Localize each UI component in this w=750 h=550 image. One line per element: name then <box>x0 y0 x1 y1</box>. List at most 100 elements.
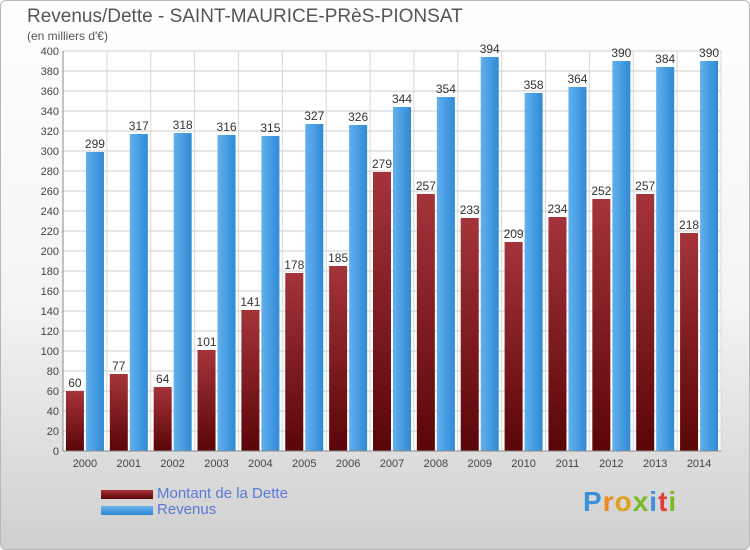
bar-revenus <box>393 107 411 451</box>
bar-dette <box>197 350 216 451</box>
x-tick-label: 2007 <box>380 458 404 470</box>
bar-dette <box>373 172 391 451</box>
data-label-revenus: 384 <box>655 52 675 66</box>
bar-revenus <box>656 67 675 451</box>
data-label-revenus: 327 <box>304 109 324 123</box>
bar-dette <box>285 273 304 451</box>
y-tick-label: 340 <box>41 106 59 118</box>
x-tick-label: 2006 <box>336 458 360 470</box>
legend-swatch-dette <box>101 490 153 499</box>
data-label-revenus: 390 <box>699 46 719 60</box>
data-label-revenus: 344 <box>392 92 412 106</box>
data-label-dette: 234 <box>547 202 567 216</box>
data-label-dette: 257 <box>635 179 655 193</box>
bar-dette <box>65 391 84 451</box>
data-label-revenus: 390 <box>611 46 631 60</box>
data-label-revenus: 318 <box>173 118 193 132</box>
y-tick-label: 40 <box>47 406 59 418</box>
logo-letter: o <box>614 486 633 517</box>
data-label-revenus: 364 <box>567 72 587 86</box>
y-tick-label: 20 <box>47 426 59 438</box>
legend-swatch-revenus <box>101 506 153 515</box>
bar-revenus <box>129 134 148 451</box>
y-tick-label: 120 <box>41 326 59 338</box>
data-label-revenus: 326 <box>348 110 368 124</box>
logo-letter: t <box>658 486 669 517</box>
x-tick-label: 2003 <box>204 458 228 470</box>
y-tick-label: 0 <box>53 446 59 458</box>
data-label-revenus: 354 <box>436 82 456 96</box>
y-tick-label: 280 <box>41 166 59 178</box>
chart-title: Revenus/Dette - SAINT-MAURICE-PRèS-PIONS… <box>27 6 463 27</box>
bar-revenus <box>305 124 324 451</box>
bar-dette <box>416 194 435 451</box>
bar-dette <box>153 387 172 451</box>
data-label-dette: 218 <box>679 218 699 232</box>
data-label-dette: 178 <box>284 258 304 272</box>
data-label-revenus: 316 <box>217 120 237 134</box>
y-tick-label: 260 <box>41 186 59 198</box>
bar-revenus <box>173 133 192 451</box>
bar-dette <box>241 310 260 451</box>
data-label-dette: 101 <box>197 335 217 349</box>
bar-revenus <box>436 97 455 451</box>
x-tick-label: 2011 <box>556 458 580 470</box>
x-tick-label: 2001 <box>117 458 141 470</box>
x-tick-label: 2010 <box>511 458 535 470</box>
y-tick-label: 360 <box>41 86 59 98</box>
x-tick-label: 2014 <box>687 458 711 470</box>
bar-revenus <box>85 152 104 451</box>
logo-letter: P <box>583 486 603 517</box>
data-label-dette: 77 <box>112 359 126 373</box>
y-tick-label: 200 <box>41 246 59 258</box>
data-label-revenus: 358 <box>524 78 544 92</box>
legend-label-revenus: Revenus <box>157 501 217 518</box>
bar-revenus <box>700 61 719 451</box>
bar-revenus <box>480 57 499 451</box>
data-label-revenus: 317 <box>129 119 149 133</box>
proxiti-logo: Proxiti <box>583 486 677 518</box>
logo-letter: i <box>668 486 678 517</box>
y-tick-label: 380 <box>41 66 59 78</box>
data-label-dette: 141 <box>240 295 260 309</box>
data-label-dette: 233 <box>460 203 480 217</box>
data-label-dette: 60 <box>68 376 82 390</box>
data-label-dette: 279 <box>372 157 392 171</box>
x-tick-label: 2000 <box>73 458 97 470</box>
x-tick-label: 2004 <box>248 458 272 470</box>
y-tick-label: 160 <box>41 286 59 298</box>
y-tick-label: 180 <box>41 266 59 278</box>
logo-letter: i <box>649 486 659 517</box>
y-tick-label: 140 <box>41 306 59 318</box>
bar-dette <box>329 266 348 451</box>
bar-revenus <box>612 61 631 451</box>
bar-dette <box>592 199 611 451</box>
y-tick-label: 80 <box>47 366 59 378</box>
logo-letter: x <box>632 486 650 517</box>
y-tick-label: 400 <box>41 46 59 58</box>
x-tick-label: 2005 <box>292 458 316 470</box>
chart-subtitle: (en milliers d'€) <box>27 29 108 43</box>
logo-letter: r <box>602 486 615 517</box>
bar-revenus <box>261 136 280 451</box>
data-label-dette: 252 <box>591 184 611 198</box>
x-tick-label: 2009 <box>467 458 491 470</box>
bar-dette <box>460 218 479 451</box>
x-tick-label: 2008 <box>424 458 448 470</box>
bar-revenus <box>217 135 236 451</box>
bar-dette <box>680 233 699 451</box>
data-label-revenus: 315 <box>260 121 280 135</box>
data-label-dette: 64 <box>156 372 170 386</box>
data-label-revenus: 299 <box>85 137 105 151</box>
y-tick-label: 320 <box>41 126 59 138</box>
x-tick-label: 2012 <box>599 458 623 470</box>
bar-chart: 0 20 40 60 80 100 120 140 160 180 200 220 240 260 280 3… <box>41 42 722 470</box>
bar-dette <box>109 374 128 451</box>
data-label-revenus: 394 <box>480 42 500 56</box>
bar-dette <box>636 194 655 451</box>
y-tick-label: 300 <box>41 146 59 158</box>
data-label-dette: 209 <box>504 227 524 241</box>
bar-revenus <box>524 93 543 451</box>
data-label-dette: 185 <box>328 251 348 265</box>
